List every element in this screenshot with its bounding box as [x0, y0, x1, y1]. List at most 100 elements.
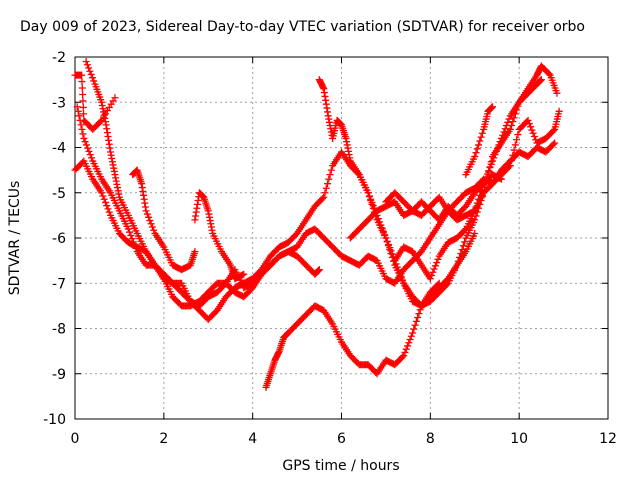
- data-point-marker: [73, 103, 81, 111]
- data-point-marker: [405, 339, 413, 347]
- data-point-marker: [75, 112, 83, 120]
- data-point-marker: [416, 306, 424, 314]
- data-point-marker: [477, 187, 485, 195]
- data-point-marker: [191, 248, 199, 256]
- data-point-marker: [489, 103, 497, 111]
- data-point-marker: [100, 195, 108, 203]
- data-point-marker: [430, 265, 438, 273]
- data-point-marker: [383, 238, 391, 246]
- data-series: [71, 157, 323, 310]
- data-point-marker: [489, 157, 497, 165]
- data-point-marker: [509, 151, 517, 159]
- data-point-marker: [127, 231, 135, 239]
- x-tick-label: 8: [426, 431, 435, 447]
- data-point-marker: [549, 127, 557, 135]
- data-point-marker: [411, 321, 419, 329]
- data-point-marker: [513, 136, 521, 144]
- data-point-marker: [480, 180, 488, 188]
- data-point-marker: [482, 173, 490, 181]
- data-point-marker: [549, 140, 557, 148]
- data-point-marker: [79, 130, 87, 138]
- data-series: [262, 279, 443, 391]
- data-point-marker: [473, 199, 481, 207]
- data-point-marker: [524, 116, 532, 124]
- y-axis-label: SDTVAR / TECUs: [7, 181, 23, 296]
- data-point-marker: [434, 255, 442, 263]
- data-point-marker: [79, 103, 87, 111]
- data-point-marker: [475, 195, 483, 203]
- data-series: [391, 76, 545, 283]
- data-point-marker: [529, 129, 537, 137]
- data-point-marker: [98, 189, 106, 197]
- data-point-marker: [103, 202, 111, 210]
- data-point-marker: [101, 198, 109, 206]
- data-series: [191, 189, 248, 283]
- data-point-marker: [434, 281, 442, 289]
- data-point-marker: [104, 205, 112, 213]
- data-point-marker: [320, 193, 328, 201]
- data-point-marker: [74, 107, 82, 115]
- data-point-marker: [431, 262, 439, 270]
- data-point-marker: [511, 141, 519, 149]
- data-point-marker: [145, 213, 153, 221]
- data-point-marker: [492, 147, 500, 155]
- axis-ticks: 0 2 4 6 8 10 12 -2 -3 -4 -5 -6 -7 -8 -9 -10: [43, 50, 617, 447]
- x-tick-label: 4: [248, 431, 257, 447]
- data-point-marker: [88, 74, 96, 82]
- data-point-marker: [76, 116, 84, 124]
- data-point-marker: [84, 144, 92, 152]
- data-point-marker: [407, 332, 415, 340]
- data-point-marker: [412, 317, 420, 325]
- data-point-marker: [487, 160, 495, 168]
- data-point-marker: [410, 325, 418, 333]
- grid: [75, 57, 608, 419]
- data-point-marker: [147, 220, 155, 228]
- y-tick-label: -4: [52, 141, 66, 157]
- data-point-marker: [435, 279, 443, 287]
- data-point-marker: [499, 131, 507, 139]
- data-point-marker: [326, 171, 334, 179]
- data-point-marker: [478, 129, 486, 137]
- data-point-marker: [384, 242, 392, 250]
- data-point-marker: [87, 70, 95, 78]
- data-point-marker: [525, 120, 533, 128]
- data-point-marker: [510, 114, 518, 122]
- data-point-marker: [553, 89, 561, 97]
- x-tick-label: 12: [599, 431, 617, 447]
- y-tick-label: -10: [43, 412, 66, 428]
- data-point-marker: [325, 175, 333, 183]
- data-point-marker: [508, 156, 516, 164]
- data-point-marker: [506, 162, 514, 170]
- data-point-marker: [322, 184, 330, 192]
- data-point-marker: [426, 275, 434, 283]
- x-tick-label: 10: [510, 431, 528, 447]
- y-tick-label: -5: [52, 186, 66, 202]
- data-point-marker: [148, 223, 156, 231]
- data-point-marker: [78, 71, 86, 79]
- data-point-marker: [490, 154, 498, 162]
- data-point-marker: [85, 147, 93, 155]
- data-point-marker: [415, 310, 423, 318]
- data-point-marker: [471, 229, 479, 237]
- data-point-marker: [86, 67, 94, 75]
- data-point-marker: [501, 125, 509, 133]
- data-point-marker: [475, 141, 483, 149]
- x-tick-label: 6: [337, 431, 346, 447]
- data-point-marker: [87, 154, 95, 162]
- data-point-marker: [500, 128, 508, 136]
- data-point-marker: [527, 123, 535, 131]
- data-point-marker: [124, 225, 132, 233]
- data-point-marker: [428, 271, 436, 279]
- data-point-marker: [79, 97, 87, 105]
- data-point-marker: [78, 84, 86, 92]
- data-point-marker: [142, 207, 150, 215]
- data-point-marker: [382, 234, 390, 242]
- data-point-marker: [471, 216, 479, 224]
- data-point-marker: [478, 184, 486, 192]
- data-point-marker: [505, 115, 513, 123]
- data-series: [382, 107, 563, 224]
- data-point-marker: [471, 207, 479, 215]
- x-tick-label: 0: [71, 431, 80, 447]
- data-point-marker: [146, 217, 154, 225]
- data-point-marker: [472, 203, 480, 211]
